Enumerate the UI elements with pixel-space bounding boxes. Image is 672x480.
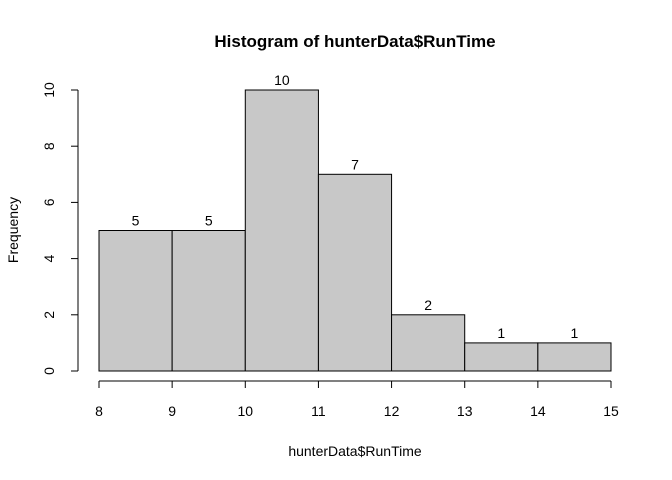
bar-count-label-4: 7 xyxy=(351,156,359,172)
bar-count-label-2: 5 xyxy=(205,213,213,229)
y-axis: 0 2 4 6 8 10 xyxy=(41,82,79,375)
y-tick-label-4: 4 xyxy=(41,254,57,262)
x-tick-label-11: 11 xyxy=(311,403,326,419)
x-axis: 8 9 10 11 12 13 14 15 xyxy=(95,380,619,419)
histogram-bar-4 xyxy=(317,173,393,372)
x-tick-label-8: 8 xyxy=(95,403,103,419)
x-tick-label-13: 13 xyxy=(457,403,473,419)
x-tick-label-10: 10 xyxy=(237,403,253,419)
bars-group xyxy=(98,89,612,372)
bar-count-label-7: 1 xyxy=(571,325,579,341)
bar-count-label-5: 2 xyxy=(424,297,432,313)
x-axis-label: hunterData$RunTime xyxy=(288,443,422,459)
histogram-bar-3 xyxy=(244,89,319,372)
histogram-bar-5 xyxy=(391,314,466,372)
x-tick-label-15: 15 xyxy=(603,403,619,419)
histogram-bar-6 xyxy=(464,342,539,372)
bar-count-label-6: 1 xyxy=(497,325,505,341)
histogram-bar-7 xyxy=(537,342,612,372)
x-tick-label-14: 14 xyxy=(530,403,546,419)
x-tick-label-12: 12 xyxy=(384,403,400,419)
y-tick-label-8: 8 xyxy=(41,142,57,150)
bar-count-label-3: 10 xyxy=(274,72,290,88)
y-tick-label-0: 0 xyxy=(41,367,57,375)
y-axis-label: Frequency xyxy=(5,197,21,263)
x-tick-label-9: 9 xyxy=(168,403,176,419)
histogram-bar-1 xyxy=(98,230,173,372)
histogram-bar-2 xyxy=(171,230,246,372)
bar-labels-group: 5 5 10 7 2 1 1 xyxy=(132,72,579,341)
chart-title: Histogram of hunterData$RunTime xyxy=(214,32,495,51)
y-tick-label-6: 6 xyxy=(41,198,57,206)
y-tick-label-2: 2 xyxy=(41,311,57,319)
y-tick-label-10: 10 xyxy=(41,82,57,98)
bar-count-label-1: 5 xyxy=(132,213,140,229)
